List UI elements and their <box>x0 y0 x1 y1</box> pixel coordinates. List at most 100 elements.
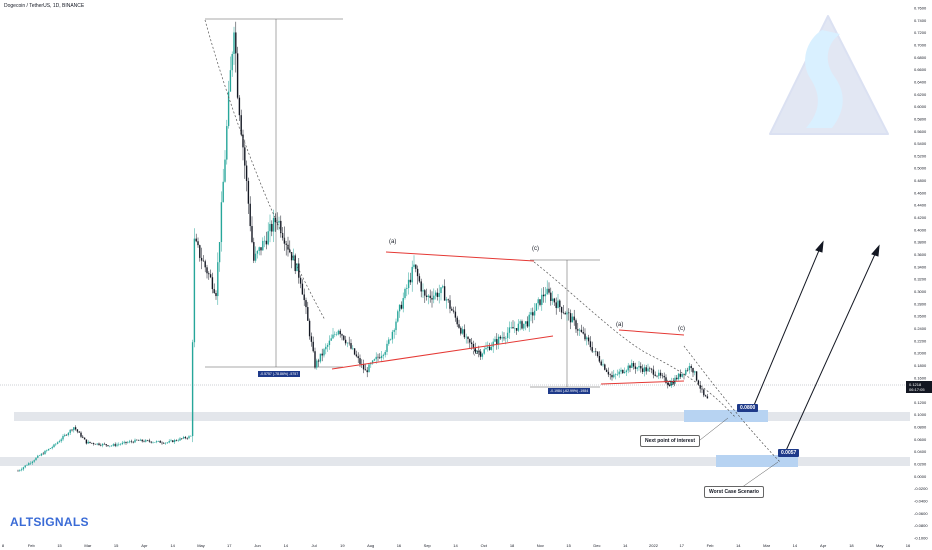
candle-body <box>146 440 149 441</box>
candle-body <box>434 292 437 296</box>
candle-body <box>379 357 381 359</box>
candle-body <box>613 374 615 378</box>
candle-body <box>668 384 671 387</box>
candle-body <box>110 445 113 447</box>
candle-body <box>562 312 565 314</box>
candle-body <box>541 294 543 305</box>
x-tick-label: 14 <box>284 543 289 548</box>
candle-body <box>418 276 421 282</box>
x-tick-label: 14 <box>736 543 741 548</box>
candle-body <box>298 263 300 278</box>
target-tag-1: 0.0800 <box>737 404 759 412</box>
candle-body <box>344 339 347 344</box>
candle-body <box>701 388 703 390</box>
candle-body <box>136 439 138 441</box>
y-tick-label: 0.5600 <box>914 129 927 134</box>
time-axis: 8 Feb 15 Mar 15 Apr 14 May 17 Jun 14 Jul 19 Aug 16 Sep 1… <box>2 543 911 548</box>
y-tick-label: 0.2600 <box>914 314 927 319</box>
candle-body <box>28 463 30 466</box>
candle-body <box>440 287 442 294</box>
candle-body <box>100 444 102 446</box>
candle-body <box>528 314 530 327</box>
candle-body <box>384 351 386 355</box>
candle-body <box>627 365 629 371</box>
y-tick-label: 0.2000 <box>914 351 927 356</box>
candle-body <box>692 368 694 373</box>
y-tick-label: 0.6600 <box>914 67 927 72</box>
candle-body <box>159 440 161 443</box>
candle-body <box>530 312 532 315</box>
brand-logo-icon <box>769 15 889 135</box>
candle-body <box>310 336 313 342</box>
candle-body <box>497 336 500 345</box>
candle-body <box>87 441 89 444</box>
candle-body <box>325 346 327 350</box>
candle-body <box>433 295 435 300</box>
candle-body <box>625 370 628 373</box>
candle-body <box>589 341 592 348</box>
candle-body <box>677 373 680 380</box>
candle-body <box>181 438 183 439</box>
candle-body <box>395 321 397 331</box>
candle-body <box>596 351 599 356</box>
candle-body <box>53 444 55 448</box>
candle-body <box>161 442 163 444</box>
candle-body <box>580 329 583 333</box>
candle-body <box>496 339 498 345</box>
candle-body <box>317 360 320 362</box>
y-tick-label: -0.0600 <box>914 511 928 516</box>
candle-body <box>265 240 268 245</box>
candle-body <box>217 262 219 297</box>
candle-body <box>532 312 534 316</box>
candle-body <box>202 260 205 262</box>
candle-body <box>262 240 264 251</box>
candle-body <box>78 431 80 433</box>
candle-body <box>94 444 97 445</box>
candle-body <box>319 353 322 362</box>
candle-body <box>184 437 187 439</box>
candle-body <box>566 312 568 315</box>
candle-body <box>271 223 273 232</box>
candle-body <box>254 253 257 261</box>
y-tick-label: 0.3800 <box>914 240 927 245</box>
candle-body <box>636 367 638 369</box>
candle-body <box>164 442 167 444</box>
measure-ruler-2 <box>530 259 600 388</box>
candle-body <box>341 334 343 336</box>
candle-body <box>533 310 536 316</box>
x-tick-label: May <box>197 543 205 548</box>
candle-body <box>658 372 660 377</box>
x-tick-label: Jun <box>254 543 260 548</box>
candle-body <box>150 441 152 443</box>
candle-body <box>139 439 142 441</box>
candle-body <box>292 255 295 261</box>
candle-body <box>224 159 226 182</box>
x-tick-label: 15 <box>114 543 119 548</box>
y-tick-label: 0.0800 <box>914 425 927 430</box>
candle-body <box>438 293 440 297</box>
candle-body <box>118 444 120 445</box>
candle-body <box>42 453 44 455</box>
candle-body <box>665 377 667 383</box>
candle-body <box>73 427 75 431</box>
candle-body <box>371 360 374 364</box>
trendlines <box>331 251 685 385</box>
candle-body <box>321 353 323 356</box>
wave-label-b2: (b) <box>668 381 676 387</box>
candle-body <box>85 439 88 444</box>
candle-body <box>152 442 154 443</box>
candle-body <box>44 450 46 455</box>
candle-body <box>697 380 700 386</box>
measure-ruler-1 <box>205 18 343 368</box>
candle-body <box>256 250 259 254</box>
candle-body <box>312 341 314 352</box>
candle-body <box>652 369 655 375</box>
candle-body <box>229 70 232 92</box>
candle-body <box>510 327 512 328</box>
candle-body <box>638 366 640 368</box>
candle-body <box>364 369 367 371</box>
candle-body <box>175 440 178 441</box>
candle-body <box>103 443 106 445</box>
x-tick-label: Aug <box>367 543 374 548</box>
